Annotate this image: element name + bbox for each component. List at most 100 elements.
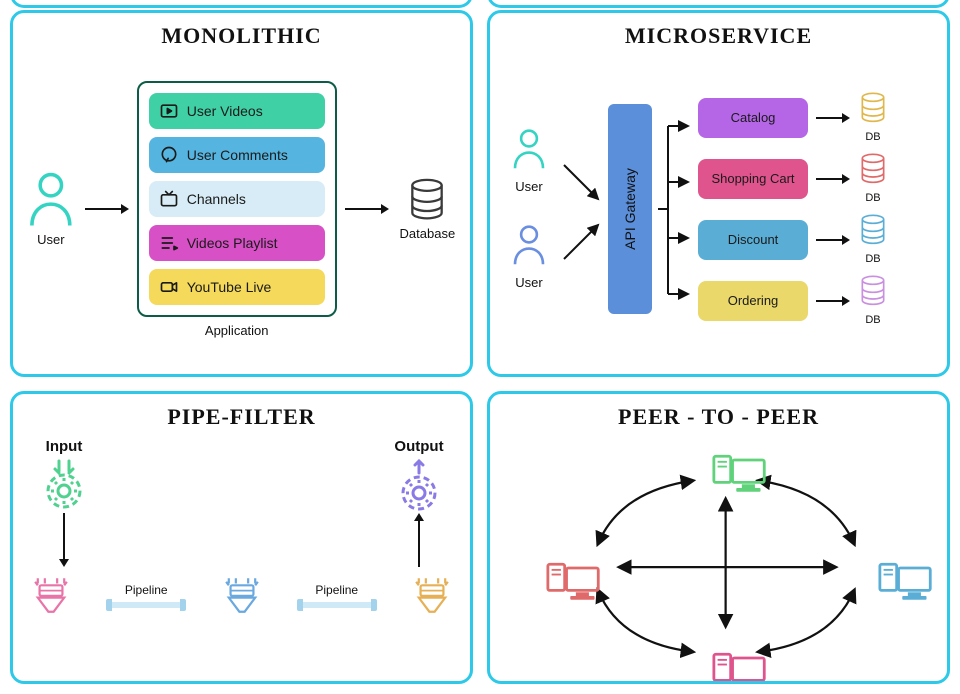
module-user-videos: User Videos (149, 93, 325, 129)
module-label: Channels (187, 191, 246, 207)
user-block: User (502, 224, 556, 290)
service-ordering: Ordering (698, 281, 808, 321)
user-icon (25, 171, 77, 228)
pipe-bar-icon (106, 599, 186, 611)
output-column: Output (392, 438, 446, 567)
peer-node (546, 558, 602, 606)
camera-icon (159, 277, 179, 297)
input-column: Input (37, 438, 91, 567)
module-label: YouTube Live (187, 279, 272, 295)
pipe-bar-icon (297, 599, 377, 611)
pipeline: Pipeline (297, 583, 377, 611)
gateway-fanout (658, 104, 692, 314)
input-label: Input (46, 438, 83, 455)
peer-node (878, 558, 934, 606)
user-block: User (25, 171, 77, 247)
module-videos-playlist: Videos Playlist (149, 225, 325, 261)
database-icon (858, 275, 888, 312)
application-caption: Application (137, 323, 337, 338)
pf-top-row: Input Output (25, 438, 458, 567)
input-gear-icon (37, 459, 91, 513)
filter-icon (220, 573, 264, 622)
module-youtube-live: YouTube Live (149, 269, 325, 305)
service-catalog: Catalog (698, 98, 808, 138)
database-label: DB (865, 314, 880, 326)
module-channels: Channels (149, 181, 325, 217)
module-label: User Comments (187, 147, 288, 163)
play-icon (159, 101, 179, 121)
service-row: Ordering DB (698, 275, 888, 326)
user-icon (510, 128, 548, 175)
panel-title: MONOLITHIC (25, 23, 458, 49)
arrow-icon (816, 172, 850, 186)
module-label: Videos Playlist (187, 235, 278, 251)
computer-icon (878, 593, 934, 610)
computer-icon (546, 593, 602, 610)
database-label: DB (865, 192, 880, 204)
filter-icon (29, 573, 73, 622)
arrow-icon (345, 202, 389, 216)
database-icon (858, 92, 888, 129)
monolithic-content: User User Videos User Comments Channels Vid… (25, 57, 458, 362)
playlist-icon (159, 233, 179, 253)
panel-title: PEER - TO - PEER (502, 404, 935, 430)
database-label: Database (400, 226, 456, 241)
module-label: User Videos (187, 103, 263, 119)
user-label: User (515, 275, 542, 290)
service-shopping-cart: Shopping Cart (698, 159, 808, 199)
users-column: User User (502, 128, 556, 290)
service-row: Discount DB (698, 214, 888, 265)
panel-microservice: MICROSERVICE User User API Gateway (487, 10, 950, 377)
arrow-down-icon (57, 513, 71, 567)
service-row: Shopping Cart DB (698, 153, 888, 204)
pipe-filter-content: Input Output (25, 438, 458, 670)
gateway-label: API Gateway (622, 168, 638, 250)
comment-icon (159, 145, 179, 165)
computer-icon (712, 683, 768, 685)
arrow-icon (816, 111, 850, 125)
arrow-up-icon (412, 513, 426, 567)
tv-icon (159, 189, 179, 209)
user-block: User (502, 128, 556, 194)
microservice-content: UserUser API Gateway C (502, 57, 935, 362)
diagram-grid: MONOLITHIC User User Videos User Comments… (0, 0, 960, 694)
database-label: DB (865, 253, 880, 265)
pipeline: Pipeline (106, 583, 186, 611)
database-block: DB (858, 153, 888, 204)
user-label: User (37, 232, 64, 247)
arrow-icon (816, 233, 850, 247)
pipeline-label: Pipeline (125, 583, 168, 597)
database-label: DB (865, 131, 880, 143)
application-box: User Videos User Comments Channels Videos P… (137, 81, 337, 317)
services-column: CatalogDBShopping CartDBDiscountDBOrderi… (698, 92, 888, 326)
output-label: Output (394, 438, 443, 455)
peer-node (712, 450, 768, 498)
computer-icon (712, 485, 768, 502)
panel-monolithic: MONOLITHIC User User Videos User Comments… (10, 10, 473, 377)
pipeline-row: Pipeline Pipeline (25, 573, 458, 622)
service-row: Catalog DB (698, 92, 888, 143)
application-box-wrap: User Videos User Comments Channels Videos P… (137, 81, 337, 338)
database-block: DB (858, 275, 888, 326)
panel-peer-to-peer: PEER - TO - PEER (487, 391, 950, 685)
panel-title: PIPE-FILTER (25, 404, 458, 430)
api-gateway: API Gateway (608, 104, 652, 314)
database-icon (407, 178, 447, 222)
filter-icon (410, 573, 454, 622)
database-icon (858, 153, 888, 190)
user-icon (510, 224, 548, 271)
database-block: DB (858, 214, 888, 265)
output-gear-icon (392, 459, 446, 513)
database-block: DB (858, 92, 888, 143)
module-user-comments: User Comments (149, 137, 325, 173)
p2p-content (502, 438, 935, 670)
panel-pipe-filter: PIPE-FILTER Input Output (10, 391, 473, 685)
panel-title: MICROSERVICE (502, 23, 935, 49)
database-block: Database (397, 178, 458, 241)
pipeline-label: Pipeline (315, 583, 358, 597)
arrow-icon (85, 202, 129, 216)
peer-node (712, 648, 768, 685)
service-discount: Discount (698, 220, 808, 260)
user-label: User (515, 179, 542, 194)
arrow-icon (816, 294, 850, 308)
